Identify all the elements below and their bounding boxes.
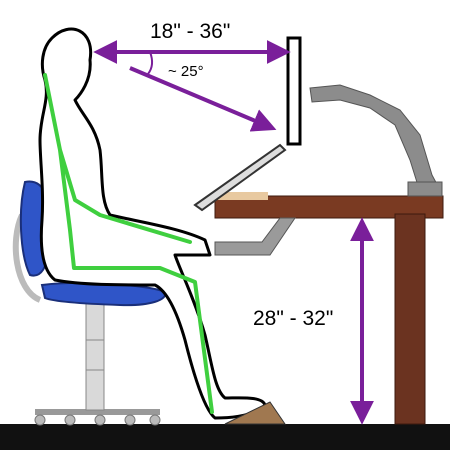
gaze-angle-arc — [147, 51, 154, 75]
gaze-angle-label: ~ 25° — [168, 63, 204, 80]
seated-person-icon — [38, 27, 286, 425]
posture-line — [43, 73, 214, 414]
monitor-icon — [286, 36, 443, 197]
desk-top — [214, 195, 444, 219]
eye-distance-label: 18" - 36" — [150, 20, 230, 43]
keyboard-tray — [214, 217, 296, 256]
monitor-arm — [309, 84, 441, 193]
gaze-angle-arrow — [129, 66, 277, 132]
desk-leg — [394, 213, 426, 425]
desk — [214, 192, 444, 425]
laptop-icon — [193, 143, 287, 212]
desk-height-label: 28" - 32" — [253, 307, 333, 330]
floor — [0, 424, 450, 450]
monitor-screen — [286, 36, 302, 146]
footrest — [224, 401, 286, 425]
